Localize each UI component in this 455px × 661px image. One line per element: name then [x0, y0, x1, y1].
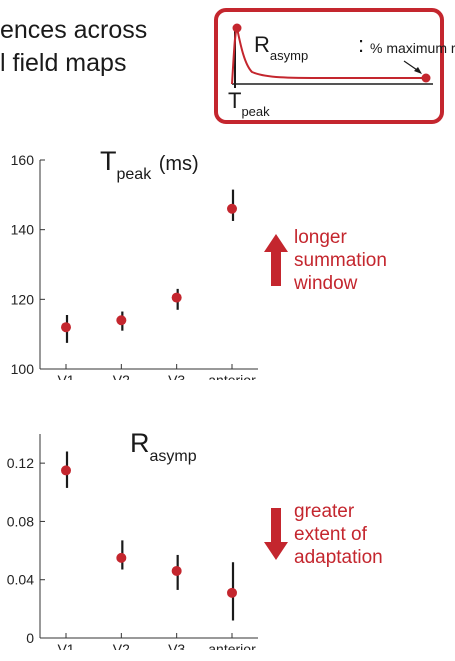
up-arrow-icon — [264, 234, 288, 286]
t-peak-y-tick-label: 140 — [11, 222, 35, 238]
t-peak-y-tick-label: 100 — [11, 361, 35, 377]
colon: : — [358, 32, 365, 57]
t-peak-label: Tpeak — [228, 88, 270, 119]
r-asymp-label: Rasymp — [254, 32, 309, 63]
lower-annotation-line-2: extent of — [294, 524, 367, 545]
lower-annotation-line-1: greater — [294, 501, 355, 522]
t-peak-data-point — [227, 203, 237, 214]
heading-line-1: ences across — [0, 16, 148, 44]
r-asymp-data-point — [61, 465, 71, 476]
t-peak-data-point — [116, 315, 127, 326]
r-asymp-y-tick-label: 0.12 — [7, 455, 34, 471]
r-asymp-y-tick-label: 0 — [26, 630, 34, 646]
t-peak-chart: 100 120 140 160 V1 V2 V3 anterior — [11, 152, 258, 380]
r-asymp-chart-title: Rasymp — [130, 428, 197, 465]
t-peak-x-tick-label: V2 — [113, 372, 130, 380]
lower-annotation: greater extent of adaptation — [294, 500, 383, 569]
t-peak-data-point — [61, 322, 71, 333]
t-peak-x-tick-label: V1 — [57, 372, 74, 380]
upper-annotation-line-2: summation — [294, 250, 387, 271]
peak-dot — [232, 23, 242, 33]
upper-annotation-line-1: longer — [294, 227, 347, 248]
t-peak-y-tick-label: 120 — [11, 291, 35, 307]
response-curve — [231, 25, 426, 85]
max-response-label: % maximum rsp. — [370, 40, 455, 56]
r-asymp-y-tick-label: 0.04 — [7, 572, 34, 588]
r-asymp-y-tick-label: 0.08 — [7, 513, 34, 529]
r-asymp-data-point — [171, 565, 182, 576]
r-asymp-data-point — [116, 552, 127, 563]
asymptote-dot — [421, 73, 431, 83]
schematic-curve — [231, 23, 433, 88]
schematic-inset: Rasymp : % maximum rsp. Tpeak — [214, 8, 455, 124]
t-peak-chart-title: Tpeak (ms) — [100, 146, 199, 183]
r-asymp-x-tick-label: V1 — [57, 641, 74, 650]
r-asymp-x-tick-label: V2 — [113, 641, 130, 650]
asymptote-pointer-head — [414, 67, 422, 74]
r-asymp-chart: 0 0.04 0.08 0.12 V1 V2 V3 anterior — [7, 434, 258, 650]
upper-annotation-line-3: window — [294, 273, 358, 294]
lower-annotation-line-3: adaptation — [294, 547, 383, 568]
t-peak-y-tick-label: 160 — [11, 152, 35, 168]
r-asymp-x-tick-label: V3 — [168, 641, 185, 650]
r-asymp-data-point — [227, 587, 237, 598]
t-peak-x-tick-label: anterior — [208, 372, 256, 380]
t-peak-x-tick-label: V3 — [168, 372, 185, 380]
figure-heading: ences across l field maps — [0, 14, 147, 80]
upper-annotation: longer summation window — [294, 226, 387, 295]
r-asymp-x-tick-label: anterior — [208, 641, 256, 650]
t-peak-data-point — [171, 292, 182, 303]
down-arrow-icon — [264, 508, 288, 560]
heading-line-2: l field maps — [0, 49, 127, 77]
